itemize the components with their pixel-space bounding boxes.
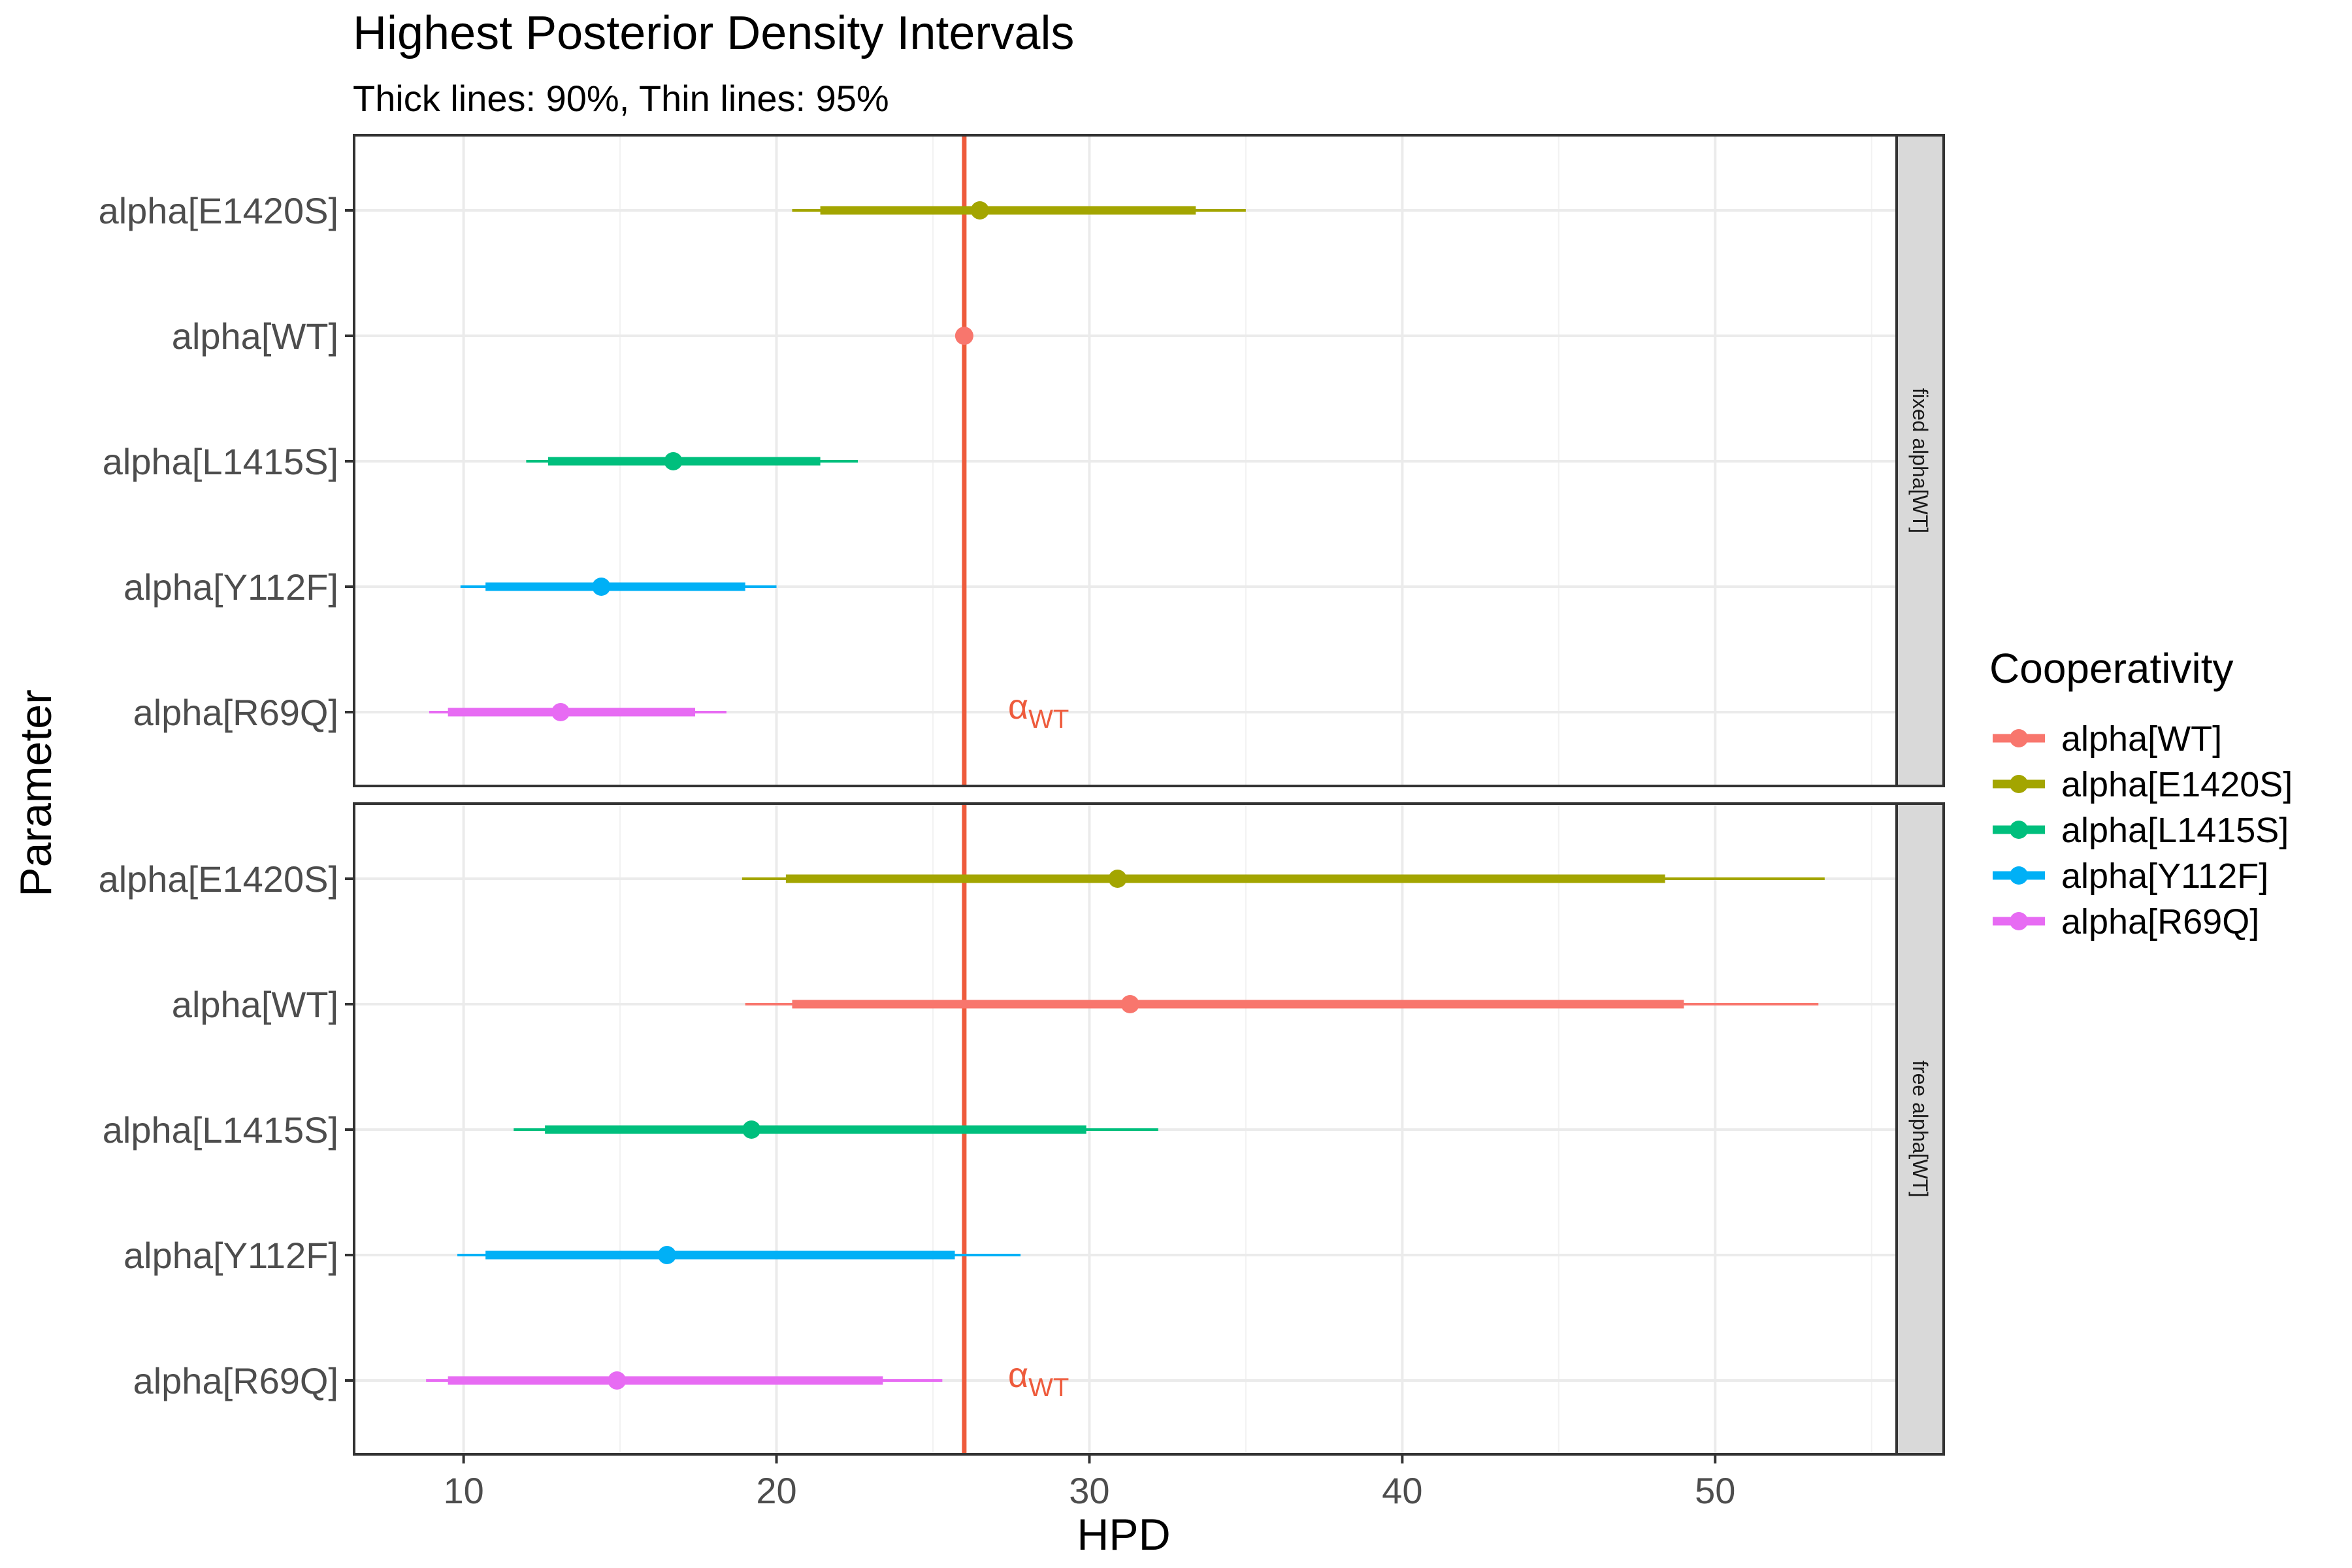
y-tick-label: alpha[E1420S] xyxy=(99,858,338,900)
y-tick-label: alpha[Y112F] xyxy=(123,566,338,608)
chart-title: Highest Posterior Density Intervals xyxy=(353,7,1074,59)
facet-strip-label: fixed alpha[WT] xyxy=(1908,388,1932,533)
legend-key-point xyxy=(2010,729,2028,747)
facet-strip xyxy=(1895,802,1945,1456)
x-tick-label: 30 xyxy=(1069,1470,1109,1511)
median-point xyxy=(742,1120,761,1139)
median-point xyxy=(664,452,683,470)
plot-area: alpha[E1420S] alpha[WT] alpha[L1415S] alpha… xyxy=(99,134,1945,1511)
x-tick-label: 10 xyxy=(443,1470,483,1511)
chart-subtitle: Thick lines: 90%, Thin lines: 95% xyxy=(353,78,889,119)
median-point xyxy=(592,578,611,596)
median-point xyxy=(970,201,989,220)
y-tick-label: alpha[L1415S] xyxy=(103,441,338,482)
legend-entry-label: alpha[E1420S] xyxy=(2061,765,2293,804)
y-tick-label: alpha[R69Q] xyxy=(133,1360,338,1401)
median-point xyxy=(608,1371,627,1390)
y-tick-label: alpha[Y112F] xyxy=(123,1235,338,1276)
y-tick-label: alpha[L1415S] xyxy=(103,1109,338,1151)
facet-strip-label: free alpha[WT] xyxy=(1908,1060,1932,1198)
median-point xyxy=(1108,870,1127,888)
y-tick-label: alpha[WT] xyxy=(172,316,338,357)
legend-key-point xyxy=(2010,821,2028,839)
x-axis-title: HPD xyxy=(1077,1510,1171,1560)
median-point xyxy=(1120,995,1139,1013)
median-point xyxy=(551,703,570,721)
legend-entry-label: alpha[Y112F] xyxy=(2061,857,2268,896)
median-point xyxy=(657,1246,676,1264)
legend-key-point xyxy=(2010,866,2028,885)
legend-entry-label: alpha[L1415S] xyxy=(2061,811,2289,850)
x-tick-label: 20 xyxy=(756,1470,796,1511)
legend-entry-label: alpha[WT] xyxy=(2061,719,2222,759)
x-tick-label: 50 xyxy=(1695,1470,1735,1511)
facet-strip xyxy=(1895,134,1945,787)
legend: Cooperativity alpha[WT] alpha[E1420S] alph… xyxy=(1989,645,2293,941)
legend-key-point xyxy=(2010,912,2028,930)
x-tick-label: 40 xyxy=(1382,1470,1422,1511)
legend-key-point xyxy=(2010,775,2028,793)
y-tick-label: alpha[WT] xyxy=(172,984,338,1025)
y-axis-title: Parameter xyxy=(11,689,61,896)
y-tick-label: alpha[E1420S] xyxy=(99,190,338,231)
legend-entry-label: alpha[R69Q] xyxy=(2061,902,2259,941)
legend-title: Cooperativity xyxy=(1989,645,2234,692)
median-point xyxy=(955,327,973,345)
y-tick-label: alpha[R69Q] xyxy=(133,692,338,733)
